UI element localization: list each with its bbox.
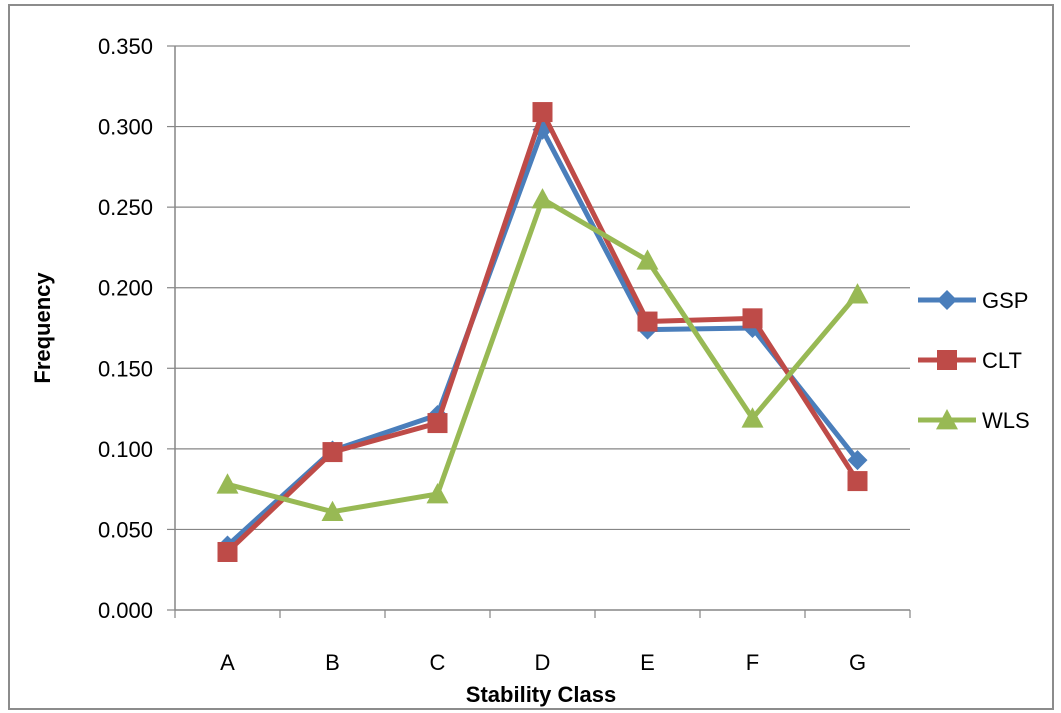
y-tick-label: 0.200: [98, 276, 153, 301]
axes: [174, 46, 910, 611]
y-tick-label: 0.050: [98, 517, 153, 542]
x-tick-label: G: [849, 650, 866, 675]
series-gsp: [217, 119, 868, 556]
data-point-clt: [637, 311, 658, 332]
data-point-wls: [636, 249, 659, 270]
data-point-wls: [846, 283, 869, 304]
series-clt: [217, 102, 868, 562]
x-tick-label: B: [325, 650, 340, 675]
data-point-clt: [532, 102, 553, 123]
legend: GSP CLT WLS: [918, 288, 1030, 433]
y-tick-label: 0.000: [98, 598, 153, 623]
legend-item-gsp: GSP: [918, 288, 1028, 313]
chart-frame: [8, 4, 1054, 710]
series-line-clt: [225, 109, 860, 554]
data-point-clt: [847, 471, 868, 492]
x-tick-label: D: [535, 650, 551, 675]
series-wls: [216, 188, 869, 522]
data-point-wls: [741, 407, 764, 428]
x-tick-labels: A B C D E F G: [220, 650, 866, 675]
x-axis-title: Stability Class: [466, 682, 616, 707]
data-point-wls: [531, 188, 554, 209]
y-tick-label: 0.300: [98, 115, 153, 140]
legend-marker: [937, 350, 957, 370]
x-tick-label: E: [640, 650, 655, 675]
y-tick-label: 0.350: [98, 34, 153, 59]
y-tick-label: 0.150: [98, 356, 153, 381]
legend-label: GSP: [982, 288, 1028, 313]
y-tick-label: 0.250: [98, 195, 153, 220]
x-tick-label: C: [430, 650, 446, 675]
data-point-clt: [742, 308, 763, 329]
x-tick-label: A: [220, 650, 235, 675]
y-tick-labels: 0.000 0.050 0.100 0.150 0.200 0.250 0.300 0.350: [98, 34, 153, 623]
legend-item-wls: WLS: [918, 408, 1030, 433]
data-point-clt: [427, 413, 448, 434]
legend-marker: [936, 409, 958, 430]
data-point-clt: [217, 541, 238, 562]
y-tick-label: 0.100: [98, 437, 153, 462]
y-axis-title: Frequency: [30, 272, 55, 384]
data-point-wls: [321, 500, 344, 522]
legend-item-clt: CLT: [918, 348, 1022, 373]
data-point-wls: [216, 473, 239, 494]
x-tick-label: F: [746, 650, 759, 675]
data-point-wls: [426, 482, 449, 504]
series-group: [216, 102, 869, 562]
legend-marker: [937, 290, 957, 310]
legend-label: WLS: [982, 408, 1030, 433]
data-point-clt: [322, 442, 343, 463]
legend-label: CLT: [982, 348, 1022, 373]
data-point-gsp: [847, 450, 868, 471]
